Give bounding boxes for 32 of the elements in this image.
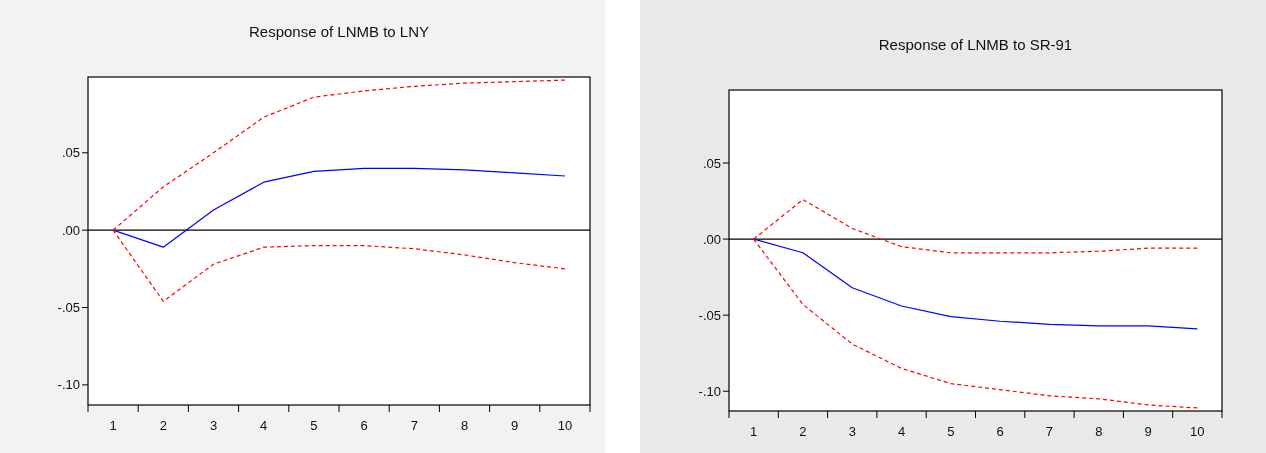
y-tick-label: -.05 <box>57 300 80 316</box>
x-tick-label: 7 <box>410 418 418 433</box>
line-series <box>753 238 1198 330</box>
x-tick-label: 4 <box>897 424 906 439</box>
x-tick-label: 1 <box>109 418 117 433</box>
chart-title: Response of LNMB to SR-91 <box>878 36 1073 53</box>
x-tick-label: 1 <box>750 424 758 439</box>
x-tick-label: 5 <box>947 424 955 439</box>
line-series <box>112 167 566 248</box>
x-tick-label: 2 <box>159 418 167 433</box>
x-tick-label: 6 <box>360 418 368 433</box>
x-tick-label: 3 <box>209 418 218 433</box>
y-tick-label: .05 <box>61 145 80 161</box>
x-tick-label: 5 <box>310 418 318 433</box>
y-tick-label: .00 <box>702 231 721 247</box>
x-tick-label: 10 <box>1190 424 1205 439</box>
x-tick-label: 6 <box>996 424 1004 439</box>
y-tick-label: -.10 <box>57 377 80 393</box>
x-tick-label: 9 <box>1144 424 1152 439</box>
x-tick-label: 8 <box>1095 424 1103 439</box>
y-tick-label: .05 <box>702 155 721 171</box>
x-tick-label: 7 <box>1045 424 1054 439</box>
x-tick-label: 3 <box>848 424 856 439</box>
x-tick-label: 10 <box>557 418 573 433</box>
x-tick-label: 8 <box>460 418 469 433</box>
x-tick-label: 9 <box>511 418 519 433</box>
x-tick-label: 2 <box>799 424 807 439</box>
chart-title: Response of LNMB to LNY <box>248 23 430 40</box>
y-tick-label: -.10 <box>698 383 721 399</box>
y-tick-label: -.05 <box>698 307 721 323</box>
x-tick-label: 4 <box>260 418 268 433</box>
y-tick-label: .00 <box>61 222 80 238</box>
